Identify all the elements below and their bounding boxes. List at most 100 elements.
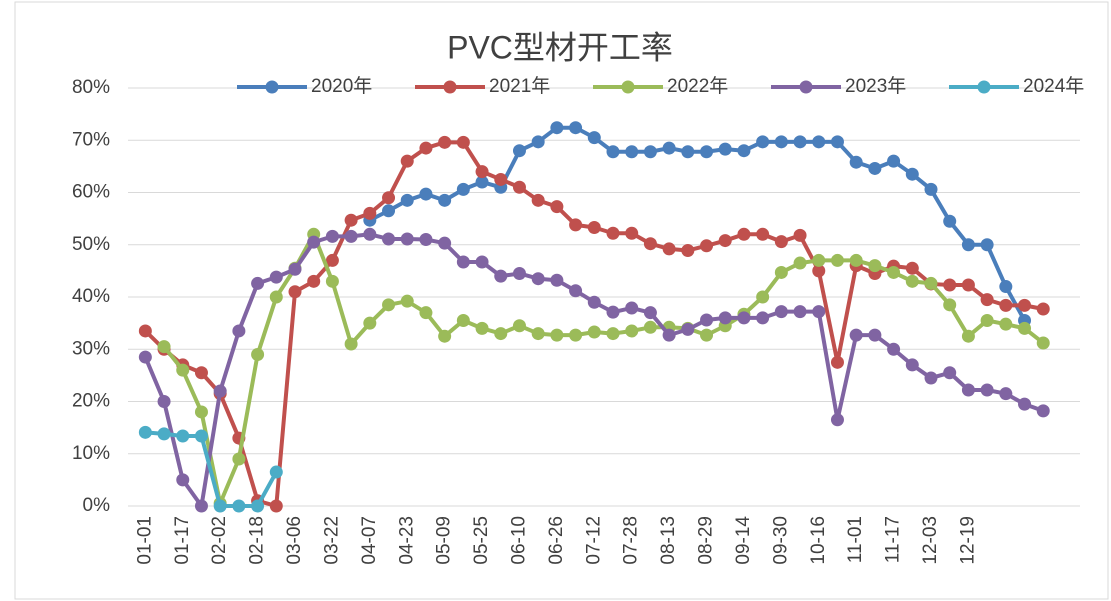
y-tick-label: 0% bbox=[83, 495, 111, 516]
legend-label: 2023年 bbox=[845, 75, 906, 97]
data-point bbox=[531, 135, 545, 149]
data-point bbox=[344, 229, 358, 243]
data-point bbox=[681, 243, 695, 257]
data-point bbox=[756, 227, 770, 241]
data-point bbox=[550, 273, 564, 287]
data-point bbox=[157, 340, 171, 354]
x-tick-label: 11-01 bbox=[845, 516, 866, 563]
data-point bbox=[606, 327, 620, 341]
data-point bbox=[943, 298, 957, 312]
data-point bbox=[868, 328, 882, 342]
data-point bbox=[1018, 397, 1032, 411]
data-point bbox=[1018, 298, 1032, 312]
x-tick-label: 09-30 bbox=[770, 516, 791, 565]
y-tick-label: 20% bbox=[72, 391, 110, 412]
data-point bbox=[251, 276, 265, 290]
data-point bbox=[438, 236, 452, 250]
data-point bbox=[400, 193, 414, 207]
x-tick-label: 01-17 bbox=[172, 516, 193, 565]
data-point bbox=[194, 429, 208, 443]
y-tick-label: 40% bbox=[72, 286, 110, 307]
legend-marker bbox=[977, 80, 991, 94]
data-point bbox=[531, 272, 545, 286]
data-point bbox=[943, 214, 957, 228]
data-point bbox=[681, 145, 695, 159]
data-point bbox=[363, 206, 377, 220]
data-point bbox=[138, 350, 152, 364]
data-point bbox=[438, 135, 452, 149]
y-tick-label: 60% bbox=[72, 182, 110, 203]
x-tick-label: 05-25 bbox=[471, 516, 492, 565]
data-point bbox=[438, 193, 452, 207]
data-point bbox=[419, 187, 433, 201]
data-point bbox=[307, 235, 321, 249]
data-point bbox=[269, 270, 283, 284]
data-point bbox=[662, 242, 676, 256]
data-point bbox=[232, 499, 246, 513]
x-tick-label: 11-17 bbox=[883, 516, 904, 563]
data-point bbox=[569, 121, 583, 135]
x-tick-label: 06-10 bbox=[508, 516, 529, 565]
y-tick-label: 50% bbox=[72, 234, 110, 255]
data-point bbox=[625, 226, 639, 240]
data-point bbox=[456, 135, 470, 149]
data-point bbox=[849, 253, 863, 267]
data-point bbox=[232, 452, 246, 466]
data-point bbox=[756, 290, 770, 304]
data-point bbox=[643, 145, 657, 159]
data-point bbox=[625, 145, 639, 159]
legend-label: 2022年 bbox=[667, 75, 728, 97]
data-point bbox=[494, 172, 508, 186]
x-tick-label: 07-28 bbox=[621, 516, 642, 565]
data-point bbox=[475, 165, 489, 179]
data-point bbox=[718, 234, 732, 248]
data-point bbox=[475, 321, 489, 335]
data-point bbox=[569, 218, 583, 232]
data-point bbox=[419, 233, 433, 247]
data-point bbox=[756, 311, 770, 325]
data-point bbox=[980, 238, 994, 252]
data-point bbox=[774, 305, 788, 319]
data-point bbox=[587, 221, 601, 235]
data-point bbox=[456, 255, 470, 269]
data-point bbox=[307, 274, 321, 288]
data-point bbox=[793, 135, 807, 149]
data-point bbox=[737, 144, 751, 158]
data-point bbox=[194, 405, 208, 419]
legend-label: 2024年 bbox=[1023, 75, 1084, 97]
data-point bbox=[793, 256, 807, 270]
data-point bbox=[924, 371, 938, 385]
x-tick-label: 12-19 bbox=[957, 516, 978, 565]
data-point bbox=[924, 182, 938, 196]
legend-marker bbox=[443, 80, 457, 94]
x-tick-label: 04-07 bbox=[359, 516, 380, 565]
data-point bbox=[194, 366, 208, 380]
legend-label: 2021年 bbox=[489, 75, 550, 97]
data-point bbox=[438, 329, 452, 343]
data-point bbox=[288, 262, 302, 276]
data-point bbox=[718, 311, 732, 325]
data-point bbox=[849, 328, 863, 342]
data-point bbox=[606, 305, 620, 319]
data-point bbox=[812, 135, 826, 149]
data-point bbox=[138, 425, 152, 439]
data-point bbox=[980, 383, 994, 397]
data-point bbox=[550, 121, 564, 135]
x-tick-label: 07-12 bbox=[583, 516, 604, 565]
x-tick-label: 10-16 bbox=[808, 516, 829, 565]
data-point bbox=[550, 328, 564, 342]
data-point bbox=[382, 298, 396, 312]
data-point bbox=[382, 191, 396, 205]
data-point bbox=[625, 324, 639, 338]
y-tick-label: 30% bbox=[72, 338, 110, 359]
legend-marker bbox=[265, 80, 279, 94]
data-point bbox=[737, 311, 751, 325]
data-point bbox=[606, 145, 620, 159]
data-point bbox=[176, 429, 190, 443]
data-point bbox=[1036, 404, 1050, 418]
x-tick-label: 09-14 bbox=[733, 516, 754, 565]
data-point bbox=[943, 278, 957, 292]
y-tick-label: 80% bbox=[72, 77, 110, 98]
data-point bbox=[662, 141, 676, 155]
data-point bbox=[961, 329, 975, 343]
